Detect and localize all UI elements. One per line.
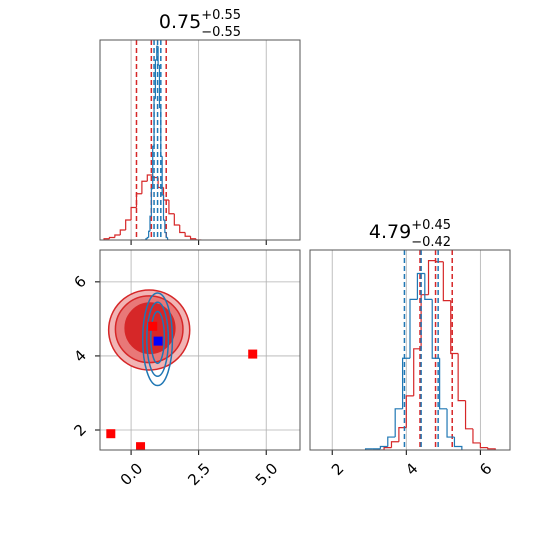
hist-bin: [427, 259, 436, 295]
hist-bin: [487, 447, 496, 450]
hist-bin: [446, 408, 455, 438]
title-minus: −0.42: [411, 235, 451, 250]
hist-bin: [166, 237, 169, 240]
hist-bin: [442, 261, 451, 302]
hist-bin: [464, 400, 473, 430]
point: [248, 349, 258, 359]
hist-bin: [195, 238, 202, 240]
hist-bin: [413, 348, 422, 396]
title-value: 0.75: [159, 11, 201, 33]
point: [148, 321, 158, 331]
hist-bin: [108, 236, 115, 239]
hist-bin: [472, 428, 481, 444]
hist-bin: [450, 300, 459, 355]
hist-bin: [394, 408, 403, 438]
hist-bin: [146, 174, 153, 182]
hist-bin: [119, 229, 126, 235]
point: [153, 336, 163, 346]
plot-area: [364, 250, 496, 450]
point: [136, 442, 146, 450]
title-plus: +0.55: [201, 8, 241, 23]
hist-bin: [189, 236, 196, 240]
hist-bin: [416, 272, 425, 300]
x-tick-label: 6: [476, 460, 495, 479]
hist-bin: [173, 213, 180, 226]
x-tick-label: 2: [328, 460, 347, 479]
hist-bin: [457, 353, 466, 402]
panel-frame: [309, 249, 511, 451]
hist-bin: [379, 445, 388, 449]
contour: [150, 310, 166, 365]
title-value: 4.79: [369, 221, 411, 243]
hist-bin: [387, 436, 396, 447]
point: [106, 429, 116, 439]
hist-bin: [141, 180, 148, 194]
x-tick-label: 2.5: [184, 460, 214, 490]
hist-bin: [125, 219, 132, 230]
hist-bin: [401, 357, 410, 409]
hist-bin: [405, 395, 414, 428]
hist-bin: [179, 225, 186, 234]
hist-bin: [168, 200, 175, 215]
panel-frame: [99, 249, 301, 451]
title-plus: +0.45: [411, 218, 451, 233]
x-tick-label: 5.0: [252, 460, 282, 490]
hist-bin: [453, 437, 463, 450]
plot-area: [103, 40, 202, 240]
plot-area: [106, 289, 258, 450]
y-tick-label: 4: [70, 346, 89, 365]
x-tick-label: 4: [402, 460, 421, 479]
hist-bin: [130, 206, 137, 220]
panel-title: 4.79+0.45: [369, 218, 451, 243]
panel-title: 0.75+0.55: [159, 8, 241, 33]
hist-bin: [439, 358, 448, 410]
hist-bin: [409, 298, 418, 359]
hist-bin: [479, 442, 488, 449]
hist-bin: [383, 447, 392, 450]
hist-bin: [431, 299, 440, 359]
hist-bin: [114, 234, 121, 238]
panel: [100, 40, 300, 240]
x-tick-label: 0.0: [117, 460, 147, 490]
contour: [141, 292, 174, 387]
title-minus: −0.55: [201, 25, 241, 40]
contour: [146, 301, 170, 378]
y-tick-label: 6: [70, 272, 89, 291]
panel-frame: [99, 39, 301, 241]
hist-bin: [184, 232, 191, 237]
hist-bin: [390, 441, 399, 448]
hist-bin: [424, 273, 433, 301]
y-tick-label: 2: [70, 420, 89, 439]
